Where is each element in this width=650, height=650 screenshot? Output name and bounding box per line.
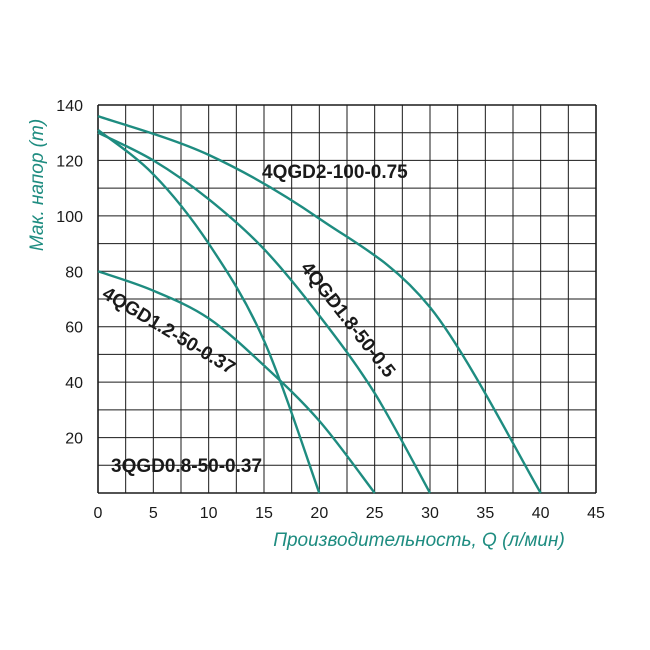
series-curves <box>97 114 542 494</box>
y-tick-label: 40 <box>65 375 83 392</box>
series-curve <box>97 128 321 494</box>
y-tick-label: 100 <box>56 209 83 226</box>
x-tick-label: 30 <box>421 505 439 522</box>
series-label: 3QGD0.8-50-0.37 <box>111 456 262 477</box>
x-tick-label: 5 <box>149 505 158 522</box>
series-label: 4QGD2-100-0.75 <box>262 162 408 183</box>
y-tick-label: 20 <box>65 431 83 448</box>
x-tick-label: 35 <box>476 505 494 522</box>
series-curve <box>97 114 542 494</box>
series-curve <box>97 270 376 494</box>
tick-labels: 0 5 10 15 20 25 30 35 40 45 20 40 60 80 100 120 140 <box>56 98 605 522</box>
y-tick-label: 80 <box>65 264 83 281</box>
x-tick-label: 45 <box>587 505 605 522</box>
x-tick-label: 20 <box>310 505 328 522</box>
x-axis-title: Производительность, Q (л/мин) <box>273 530 565 551</box>
x-tick-label: 0 <box>94 505 103 522</box>
series-curve <box>97 131 432 494</box>
y-tick-label: 140 <box>56 98 83 115</box>
series-label: 4QGD1.8-50-0.5 <box>296 258 399 382</box>
y-tick-label: 60 <box>65 320 83 337</box>
y-axis-title: Мак. напор (m) <box>27 119 48 251</box>
x-tick-label: 15 <box>255 505 273 522</box>
x-tick-label: 40 <box>532 505 550 522</box>
x-tick-label: 25 <box>366 505 384 522</box>
x-tick-label: 10 <box>200 505 218 522</box>
y-tick-label: 120 <box>56 153 83 170</box>
